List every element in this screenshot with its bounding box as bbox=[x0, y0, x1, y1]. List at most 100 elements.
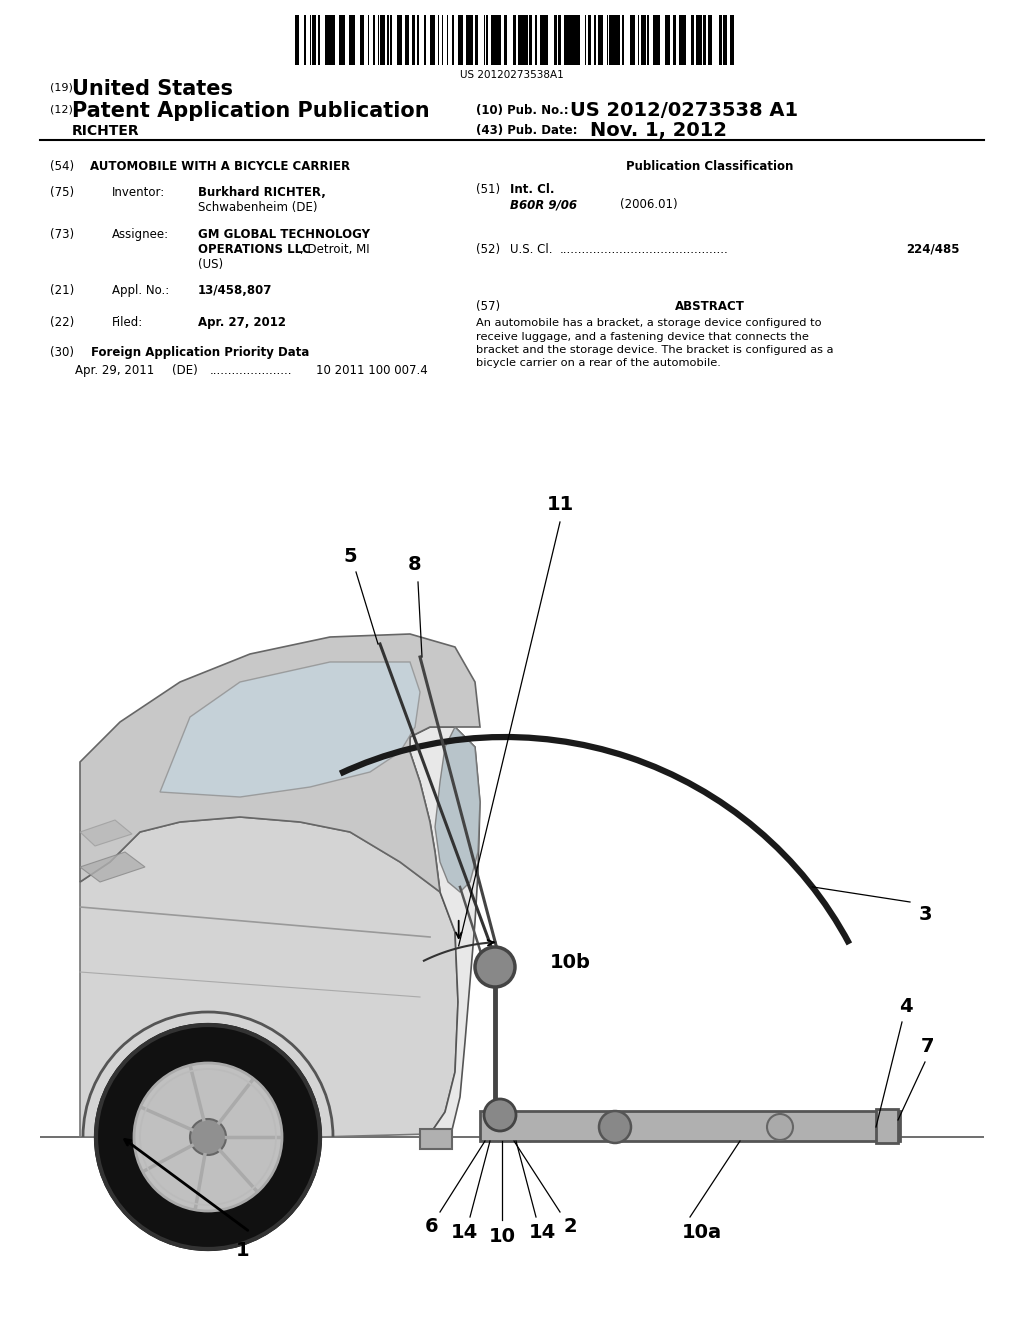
Text: 1: 1 bbox=[237, 1241, 250, 1259]
Bar bbox=[694, 15, 696, 65]
Bar bbox=[625, 15, 627, 65]
Bar bbox=[732, 15, 734, 65]
Bar bbox=[540, 15, 542, 65]
Circle shape bbox=[190, 1119, 226, 1155]
Bar bbox=[327, 15, 329, 65]
Bar bbox=[631, 15, 634, 65]
Text: United States: United States bbox=[72, 79, 233, 99]
Text: GM GLOBAL TECHNOLOGY: GM GLOBAL TECHNOLOGY bbox=[198, 228, 370, 242]
Text: receive luggage, and a fastening device that connects the: receive luggage, and a fastening device … bbox=[476, 331, 809, 342]
Bar bbox=[611, 15, 614, 65]
Text: 3: 3 bbox=[919, 904, 932, 924]
Bar bbox=[501, 15, 504, 65]
Bar bbox=[513, 15, 515, 65]
Bar bbox=[325, 15, 327, 65]
Bar bbox=[577, 15, 580, 65]
Bar bbox=[339, 15, 341, 65]
Text: Filed:: Filed: bbox=[112, 315, 143, 329]
Text: (75): (75) bbox=[50, 186, 74, 199]
Circle shape bbox=[134, 1063, 282, 1210]
Bar bbox=[526, 15, 528, 65]
Bar bbox=[717, 15, 719, 65]
Bar bbox=[518, 15, 521, 65]
Bar bbox=[583, 15, 585, 65]
Bar bbox=[596, 15, 598, 65]
Bar bbox=[373, 15, 375, 65]
Text: Schwabenheim (DE): Schwabenheim (DE) bbox=[198, 201, 317, 214]
Bar bbox=[604, 15, 607, 65]
Circle shape bbox=[767, 1114, 793, 1140]
Text: Publication Classification: Publication Classification bbox=[627, 160, 794, 173]
Bar bbox=[673, 15, 675, 65]
Bar bbox=[402, 15, 406, 65]
Bar bbox=[688, 15, 691, 65]
Bar bbox=[667, 15, 670, 65]
Bar bbox=[440, 15, 442, 65]
Text: U.S. Cl.: U.S. Cl. bbox=[510, 243, 553, 256]
Bar bbox=[498, 15, 500, 65]
Bar bbox=[461, 15, 463, 65]
Text: (2006.01): (2006.01) bbox=[620, 198, 678, 211]
Bar bbox=[561, 15, 564, 65]
Text: Burkhard RICHTER,: Burkhard RICHTER, bbox=[198, 186, 326, 199]
Text: bracket and the storage device. The bracket is configured as a: bracket and the storage device. The brac… bbox=[476, 345, 834, 355]
Text: 8: 8 bbox=[409, 554, 422, 573]
Bar bbox=[409, 15, 412, 65]
Bar bbox=[436, 15, 438, 65]
Bar bbox=[336, 15, 339, 65]
Polygon shape bbox=[80, 817, 458, 1137]
Bar bbox=[614, 15, 617, 65]
Polygon shape bbox=[80, 634, 480, 892]
Bar bbox=[523, 15, 526, 65]
Bar bbox=[304, 15, 306, 65]
Bar bbox=[628, 15, 630, 65]
Bar bbox=[458, 15, 461, 65]
Bar bbox=[586, 15, 588, 65]
Bar bbox=[505, 15, 507, 65]
Bar bbox=[571, 15, 573, 65]
Text: (10) Pub. No.:: (10) Pub. No.: bbox=[476, 104, 568, 117]
Bar bbox=[449, 15, 451, 65]
Bar bbox=[362, 15, 364, 65]
Bar bbox=[478, 15, 480, 65]
Bar bbox=[471, 15, 473, 65]
Circle shape bbox=[475, 946, 515, 987]
Bar bbox=[341, 15, 343, 65]
Text: 6: 6 bbox=[425, 1217, 439, 1237]
Text: (57): (57) bbox=[476, 300, 500, 313]
Bar bbox=[494, 15, 496, 65]
Text: An automobile has a bracket, a storage device configured to: An automobile has a bracket, a storage d… bbox=[476, 318, 821, 327]
Bar bbox=[426, 15, 428, 65]
Bar bbox=[708, 15, 710, 65]
Bar bbox=[681, 15, 684, 65]
Text: (22): (22) bbox=[50, 315, 75, 329]
Bar bbox=[420, 1129, 452, 1148]
Text: 11: 11 bbox=[547, 495, 573, 513]
Bar bbox=[406, 15, 407, 65]
Bar bbox=[639, 15, 641, 65]
Text: (54): (54) bbox=[50, 160, 74, 173]
Bar bbox=[662, 15, 664, 65]
Bar bbox=[599, 15, 601, 65]
Text: (19): (19) bbox=[50, 82, 73, 92]
Circle shape bbox=[96, 1026, 319, 1249]
Bar bbox=[443, 15, 446, 65]
Bar bbox=[365, 15, 368, 65]
Bar bbox=[297, 15, 299, 65]
Bar bbox=[550, 15, 553, 65]
Bar bbox=[671, 15, 673, 65]
Text: (73): (73) bbox=[50, 228, 74, 242]
Polygon shape bbox=[435, 727, 480, 892]
Text: Apr. 29, 2011: Apr. 29, 2011 bbox=[75, 364, 155, 378]
Bar bbox=[516, 15, 518, 65]
Text: OPERATIONS LLC: OPERATIONS LLC bbox=[198, 243, 311, 256]
Bar bbox=[569, 15, 571, 65]
Bar bbox=[581, 15, 583, 65]
Text: Apr. 27, 2012: Apr. 27, 2012 bbox=[198, 315, 286, 329]
Bar bbox=[649, 15, 651, 65]
Bar bbox=[355, 15, 357, 65]
Text: 2: 2 bbox=[563, 1217, 577, 1237]
Bar bbox=[333, 15, 335, 65]
Bar bbox=[532, 15, 534, 65]
Bar bbox=[318, 15, 319, 65]
